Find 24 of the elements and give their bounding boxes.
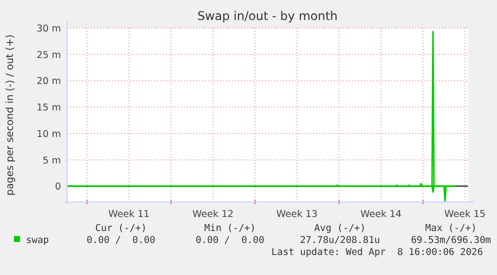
y-tick-label: 10 m xyxy=(36,128,61,140)
text: 69.53m/696.30m xyxy=(410,235,492,246)
chart-title: Swap in/out - by month xyxy=(197,9,338,23)
x-tick-label: Week 14 xyxy=(360,209,402,220)
y-tick-label: 5 m xyxy=(42,155,61,166)
y-tick-label: 20 m xyxy=(36,76,61,88)
text: 0.00 / 0.00 xyxy=(196,235,265,246)
x-tick-label: Week 11 xyxy=(108,209,150,220)
text: 0.00 / 0.00 xyxy=(86,235,156,246)
text: Max (-/+) xyxy=(425,223,477,234)
x-tick-label: Week 12 xyxy=(192,209,234,220)
text: Min (-/+) xyxy=(204,223,256,234)
y-axis-title: pages per second in (-) / out (+) xyxy=(5,34,16,196)
text: Last update: Wed Apr 8 16:00:06 2026 xyxy=(271,247,484,258)
y-tick-label: 30 m xyxy=(36,24,61,34)
x-tick-label: Week 13 xyxy=(276,209,318,220)
y-tick-label: 0 xyxy=(54,182,61,193)
text: Cur (-/+) xyxy=(95,223,147,234)
legend-label: swap xyxy=(26,235,50,246)
text: 27.78u/208.81u xyxy=(300,235,380,246)
y-tick-label: 15 m xyxy=(36,102,61,114)
text: Avg (-/+) xyxy=(314,223,366,234)
y-tick-label: 25 m xyxy=(36,50,61,61)
x-tick-label: Week 15 xyxy=(444,209,486,220)
